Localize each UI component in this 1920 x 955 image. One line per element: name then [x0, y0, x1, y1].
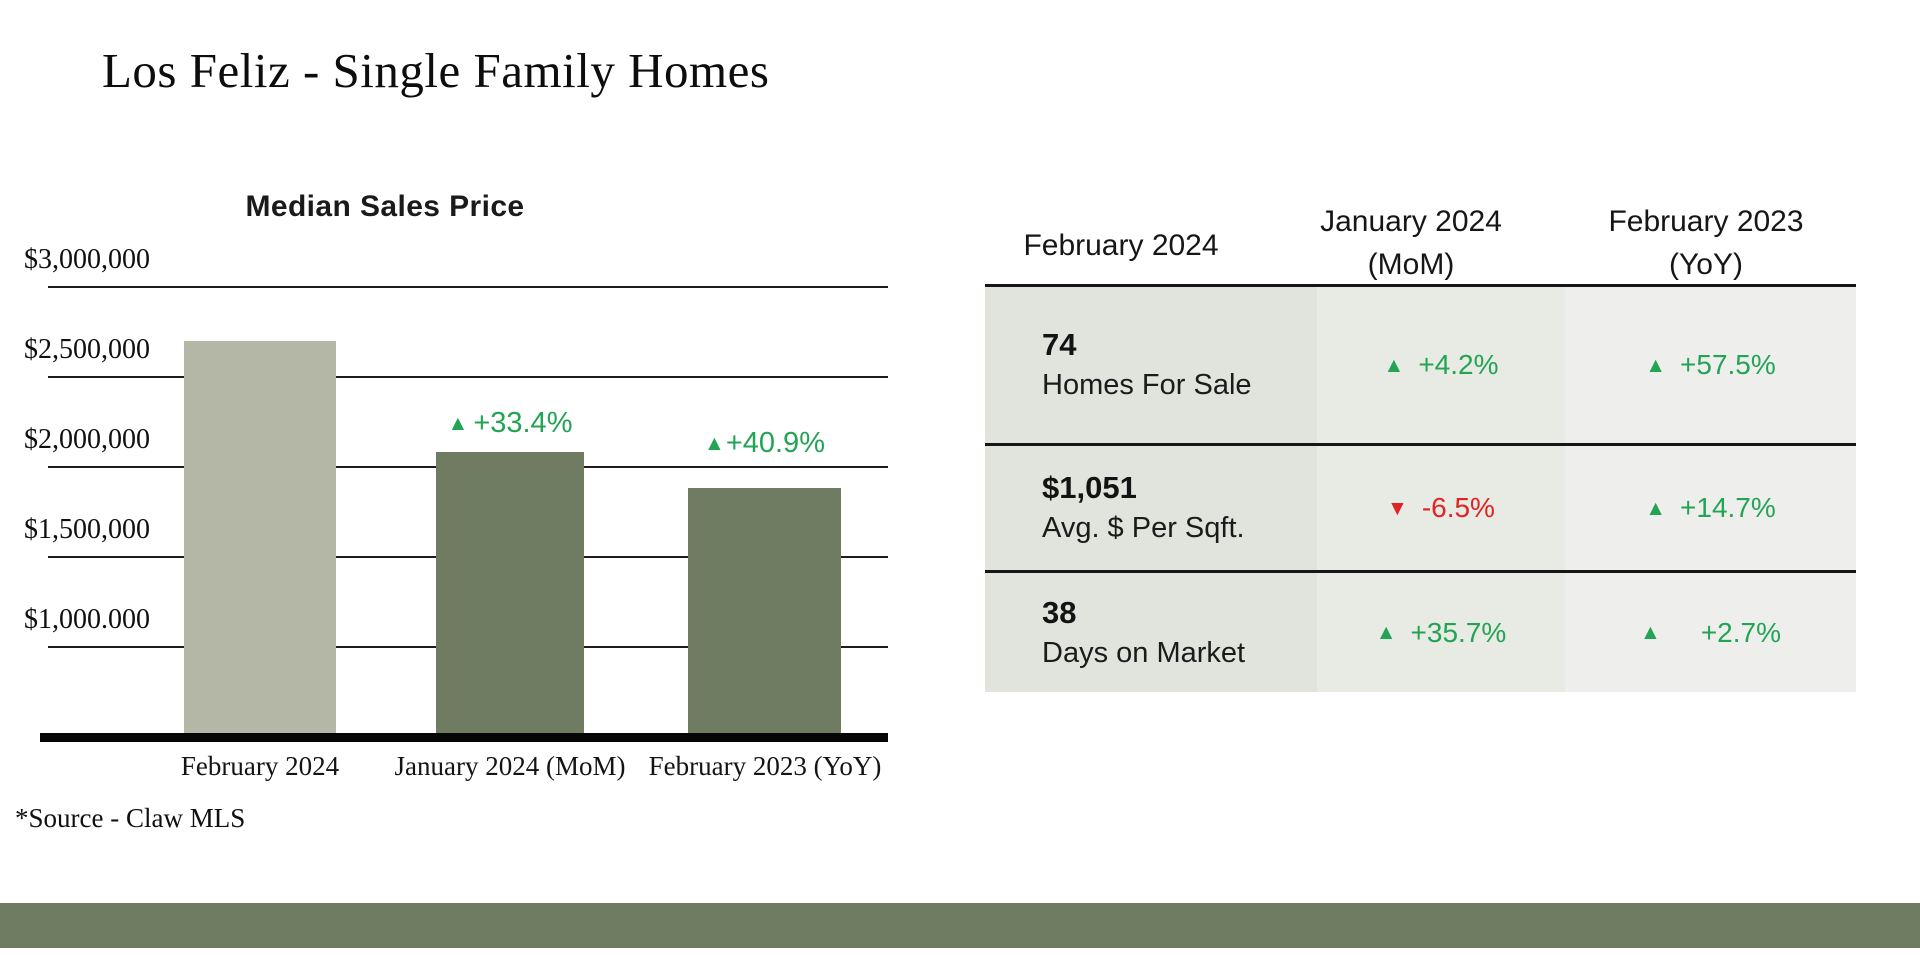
metric-value: 74: [1042, 327, 1077, 362]
metric-label: Days on Market: [1042, 636, 1246, 669]
yoy-change-annotation: ▲ +40.9%: [704, 427, 825, 460]
percent-change: +14.7%: [1680, 492, 1776, 523]
up-arrow-icon: ▲: [1383, 353, 1405, 377]
table-row-avg-price-per-sqft: $1,051 Avg. $ Per Sqft. ▼ -6.5% ▲ +14.7%: [985, 446, 1856, 570]
metric-cell: $1,051 Avg. $ Per Sqft.: [985, 446, 1317, 570]
metric-label: Homes For Sale: [1042, 369, 1252, 401]
up-arrow-icon: ▲: [704, 431, 725, 455]
header-line: (MoM): [1367, 248, 1455, 281]
yoy-change: ▲ +57.5%: [1645, 349, 1776, 381]
percent-change: +57.5%: [1680, 349, 1776, 380]
yoy-cell: ▲ +2.7%: [1565, 573, 1856, 692]
x-axis-label: January 2024 (MoM): [394, 751, 626, 781]
annotation-label: +33.4%: [473, 407, 573, 439]
percent-change: -6.5%: [1421, 492, 1495, 523]
chart-title: Median Sales Price: [245, 190, 525, 223]
table-header-february-2023-yoy: February 2023 (YoY): [1583, 200, 1829, 286]
table-row-days-on-market: 38 Days on Market ▲ +35.7% ▲ +2.7%: [985, 573, 1856, 692]
table-top-rule: [985, 284, 1856, 287]
row-separator: [985, 443, 1856, 446]
metric-cell: 74 Homes For Sale: [985, 287, 1317, 443]
table-row-homes-for-sale: 74 Homes For Sale ▲ +4.2% ▲ +57.5%: [985, 287, 1856, 443]
y-axis-tick: $2,500,000: [24, 334, 150, 365]
yoy-change: ▲ +14.7%: [1645, 492, 1776, 524]
up-arrow-icon: ▲: [1640, 621, 1661, 644]
percent-change: +4.2%: [1418, 349, 1499, 380]
metric-cell: 38 Days on Market: [985, 573, 1317, 692]
x-axis-label: February 2024: [180, 751, 340, 781]
up-arrow-icon: ▲: [447, 411, 469, 435]
table-column1-background: [985, 287, 1317, 692]
metric-value: $1,051: [1042, 470, 1137, 505]
percent-change: +35.7%: [1410, 616, 1507, 648]
bar-group-february-2024: [184, 341, 336, 733]
table-column2-background: [1317, 287, 1565, 692]
header-line: February 2024: [1023, 229, 1219, 262]
bar-february-2024: [184, 341, 336, 733]
bar-january-2024: [436, 452, 584, 733]
annotation-label: +40.9%: [725, 427, 825, 459]
bar-group-january-2024: ▲ +33.4%: [436, 407, 584, 733]
percent-change: +2.7%: [1700, 616, 1781, 648]
footer-accent-bar: [0, 903, 1920, 948]
y-axis-tick: $1,000.000: [24, 604, 150, 635]
source-note: *Source - Claw MLS: [15, 803, 246, 833]
mom-change: ▲ +4.2%: [1384, 349, 1499, 381]
metric-value: 38: [1042, 594, 1077, 630]
table-header-january-2024-mom: January 2024 (MoM): [1288, 200, 1534, 286]
gridline-3000000: [48, 286, 888, 288]
mom-change-annotation: ▲ +33.4%: [448, 407, 573, 440]
mom-change: ▲ +35.7%: [1376, 617, 1507, 649]
header-line: (YoY): [1669, 248, 1743, 281]
header-line: January 2024: [1320, 205, 1502, 238]
down-arrow-icon: ▼: [1387, 496, 1408, 520]
mom-change: ▼ -6.5%: [1387, 492, 1495, 524]
mom-cell: ▼ -6.5%: [1317, 446, 1565, 570]
header-line: February 2023: [1608, 205, 1804, 238]
y-axis-tick: $1,500,000: [24, 514, 150, 545]
y-axis-tick: $2,000,000: [24, 424, 150, 455]
plot-area: ▲ +33.4% ▲ +40.9%: [48, 240, 888, 733]
table-column3-background: [1565, 287, 1856, 692]
up-arrow-icon: ▲: [1645, 496, 1667, 520]
bar-february-2023: [688, 488, 841, 733]
metric-label: Avg. $ Per Sqft.: [1042, 512, 1245, 544]
up-arrow-icon: ▲: [1375, 621, 1397, 644]
mom-cell: ▲ +4.2%: [1317, 287, 1565, 443]
yoy-cell: ▲ +57.5%: [1565, 287, 1856, 443]
mom-cell: ▲ +35.7%: [1317, 573, 1565, 692]
y-axis-tick: $3,000,000: [24, 244, 150, 275]
table-header-february-2024: February 2024: [985, 224, 1257, 267]
yoy-change: ▲ +2.7%: [1640, 617, 1781, 649]
x-axis-label: February 2023 (YoY): [648, 751, 882, 781]
x-axis-line: [40, 733, 888, 742]
up-arrow-icon: ▲: [1645, 353, 1667, 377]
gridline-2500000: [48, 376, 888, 378]
yoy-cell: ▲ +14.7%: [1565, 446, 1856, 570]
bar-group-february-2023: ▲ +40.9%: [688, 427, 841, 733]
row-separator: [985, 570, 1856, 573]
page-title: Los Feliz - Single Family Homes: [102, 43, 770, 98]
